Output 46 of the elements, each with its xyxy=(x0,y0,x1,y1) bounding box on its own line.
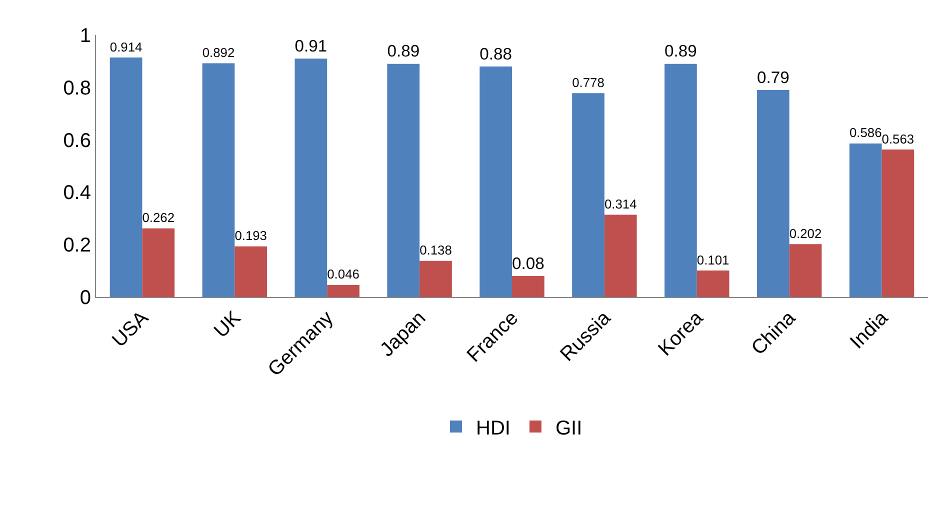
bar xyxy=(294,58,328,297)
bar xyxy=(480,66,512,297)
y-tick-label: 0.2 xyxy=(63,234,91,257)
bar xyxy=(756,90,790,297)
bar xyxy=(882,149,914,297)
data-label: 0.79 xyxy=(756,68,790,87)
data-label: 0.046 xyxy=(327,266,360,282)
bar xyxy=(512,276,544,297)
data-label: 0.314 xyxy=(604,196,637,212)
y-tick-label: 1 xyxy=(80,25,91,47)
data-label: 0.88 xyxy=(480,44,512,64)
data-label: 0.262 xyxy=(142,210,175,226)
data-label: 0.138 xyxy=(420,242,452,258)
y-tick-label: 0.8 xyxy=(63,77,91,100)
bar xyxy=(110,58,142,297)
bar xyxy=(327,284,360,297)
y-tick-label: 0.4 xyxy=(63,182,91,204)
data-label: 0.202 xyxy=(789,226,822,241)
bar xyxy=(572,93,604,297)
data-label: 0.08 xyxy=(512,254,544,273)
bar xyxy=(664,64,697,297)
bar xyxy=(420,260,452,297)
legend-label: HDI xyxy=(476,417,510,440)
data-label: 0.89 xyxy=(664,42,697,61)
bar xyxy=(696,270,730,297)
y-tick-label: 0.6 xyxy=(63,130,91,152)
y-tick-label: 0 xyxy=(80,287,91,309)
data-label: 0.892 xyxy=(202,45,235,60)
data-label: 0.778 xyxy=(572,74,604,90)
data-label: 0.193 xyxy=(234,228,267,244)
data-label: 0.586 xyxy=(849,125,882,140)
data-label: 0.89 xyxy=(387,42,420,61)
data-label: 0.914 xyxy=(110,39,142,54)
x-tick-label: UK xyxy=(210,306,246,342)
bar xyxy=(789,244,822,297)
bar xyxy=(387,64,420,297)
bar xyxy=(202,63,235,297)
data-label: 0.91 xyxy=(294,36,328,56)
bar xyxy=(604,214,637,297)
data-label: 0.101 xyxy=(696,252,730,268)
data-label: 0.563 xyxy=(882,131,914,146)
bar xyxy=(234,246,268,297)
bar xyxy=(849,143,882,297)
legend-label: GII xyxy=(555,417,582,440)
x-tick-label: USA xyxy=(108,306,154,352)
bar xyxy=(142,228,175,297)
